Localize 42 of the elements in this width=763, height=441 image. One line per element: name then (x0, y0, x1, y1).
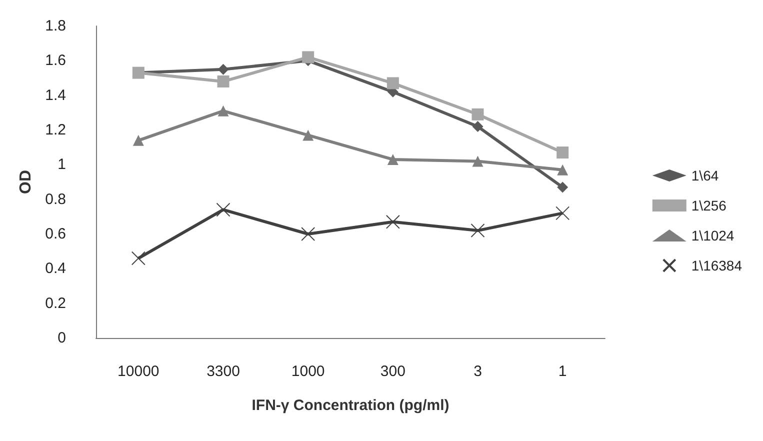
x-axis-title: IFN-γ Concentration (pg/ml) (252, 397, 450, 414)
point (131, 251, 146, 266)
point (218, 105, 229, 116)
y-tick-label: 0.6 (45, 226, 66, 242)
y-tick-label: 0.8 (45, 190, 66, 208)
legend-label: 1\16384 (691, 258, 742, 274)
x-tick-label: 300 (380, 363, 406, 380)
point (216, 202, 230, 217)
point (557, 182, 568, 193)
point (472, 121, 484, 132)
y-tick-label: 1.8 (45, 18, 66, 34)
y-tick-label: 1 (58, 156, 66, 174)
y-tick-label: 1.4 (45, 86, 66, 104)
point (386, 77, 399, 90)
y-tick-label: 1.2 (45, 122, 66, 138)
legend-label: 1\64 (691, 168, 719, 184)
legend-label: 1\256 (691, 198, 727, 214)
point (217, 75, 230, 88)
point (472, 108, 484, 120)
point (132, 134, 144, 146)
x-tick-label: 3300 (206, 363, 240, 380)
point (557, 164, 568, 176)
point (556, 206, 570, 220)
point (302, 130, 314, 141)
point (218, 64, 229, 75)
point (386, 214, 400, 229)
point (301, 227, 316, 241)
x-tick-label: 10000 (118, 363, 160, 380)
x-tick-label: 1 (558, 363, 567, 380)
y-tick-label: 0.2 (45, 294, 66, 312)
point (470, 224, 485, 238)
y-tick-label: 0.4 (45, 260, 66, 278)
y-tick-label: 1.6 (45, 52, 66, 70)
legend-label: 1\1024 (691, 228, 734, 244)
point (556, 146, 569, 159)
point (472, 156, 484, 167)
point (302, 51, 314, 64)
point (387, 154, 398, 165)
y-tick-label: 0 (58, 330, 66, 346)
x-tick-label: 3 (474, 363, 482, 380)
x-tick-label: 1000 (291, 363, 325, 380)
y-axis-title: OD (18, 170, 35, 194)
